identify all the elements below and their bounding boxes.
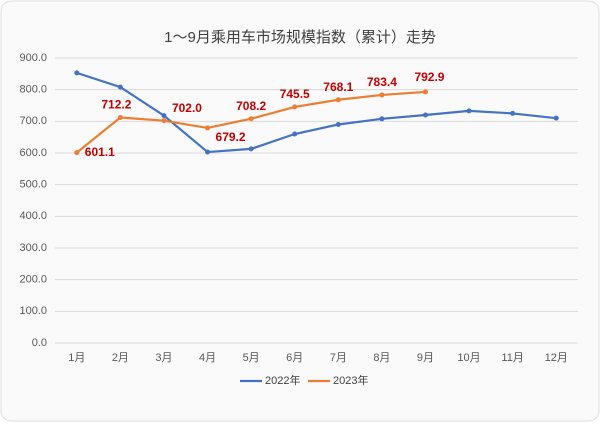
point	[161, 118, 167, 124]
y-tick-label: 100.0	[19, 305, 47, 317]
x-tick-label: 5月	[243, 352, 260, 364]
point	[553, 115, 559, 121]
point	[335, 122, 341, 127]
point	[117, 114, 123, 120]
point	[379, 116, 385, 122]
data-label: 679.2	[216, 130, 246, 144]
point	[205, 125, 211, 131]
data-label: 792.9	[414, 70, 444, 84]
chart-title: 1～9月乘用车市场规模指数（累计）走势	[164, 29, 436, 46]
point	[335, 97, 341, 103]
point	[248, 116, 254, 122]
data-label: 601.1	[85, 145, 115, 159]
legend-label: 2022年	[265, 373, 300, 387]
data-label: 745.5	[280, 87, 310, 101]
data-label: 783.4	[367, 75, 397, 89]
series-line	[76, 71, 557, 154]
x-tick-label: 9月	[417, 352, 434, 364]
y-tick-label: 400.0	[19, 210, 47, 222]
y-tick-label: 700.0	[19, 115, 47, 127]
point	[292, 131, 298, 137]
x-tick-label: 1月	[68, 352, 85, 364]
x-tick-label: 12月	[545, 352, 568, 364]
data-label: 768.1	[323, 80, 353, 94]
data-label: 712.2	[101, 98, 131, 112]
y-tick-label: 200.0	[19, 274, 47, 286]
legend-label: 2023年	[333, 373, 368, 387]
point	[466, 108, 472, 114]
point	[422, 89, 428, 95]
point	[379, 92, 385, 98]
y-tick-label: 0.0	[32, 337, 47, 349]
x-tick-label: 8月	[373, 352, 390, 364]
point	[117, 84, 123, 90]
y-tick-label: 600.0	[19, 147, 47, 159]
y-tick-label: 900.0	[19, 52, 47, 64]
x-tick-label: 10月	[457, 352, 480, 364]
data-label: 708.2	[236, 99, 266, 113]
x-tick-label: 2月	[112, 352, 129, 364]
x-tick-label: 3月	[155, 352, 172, 364]
y-tick-label: 300.0	[19, 242, 47, 254]
point	[248, 146, 254, 152]
y-tick-label: 800.0	[19, 84, 47, 96]
x-tick-label: 6月	[286, 352, 303, 364]
x-tick-label: 4月	[199, 352, 216, 364]
y-tick-label: 500.0	[19, 179, 47, 191]
point	[422, 112, 428, 118]
point	[161, 113, 167, 119]
point	[74, 150, 80, 156]
x-tick-label: 11月	[501, 352, 523, 364]
point	[292, 104, 298, 110]
point	[74, 70, 80, 76]
point	[205, 149, 211, 155]
point	[510, 110, 516, 116]
data-label: 702.0	[172, 101, 202, 115]
x-tick-label: 7月	[330, 352, 347, 364]
